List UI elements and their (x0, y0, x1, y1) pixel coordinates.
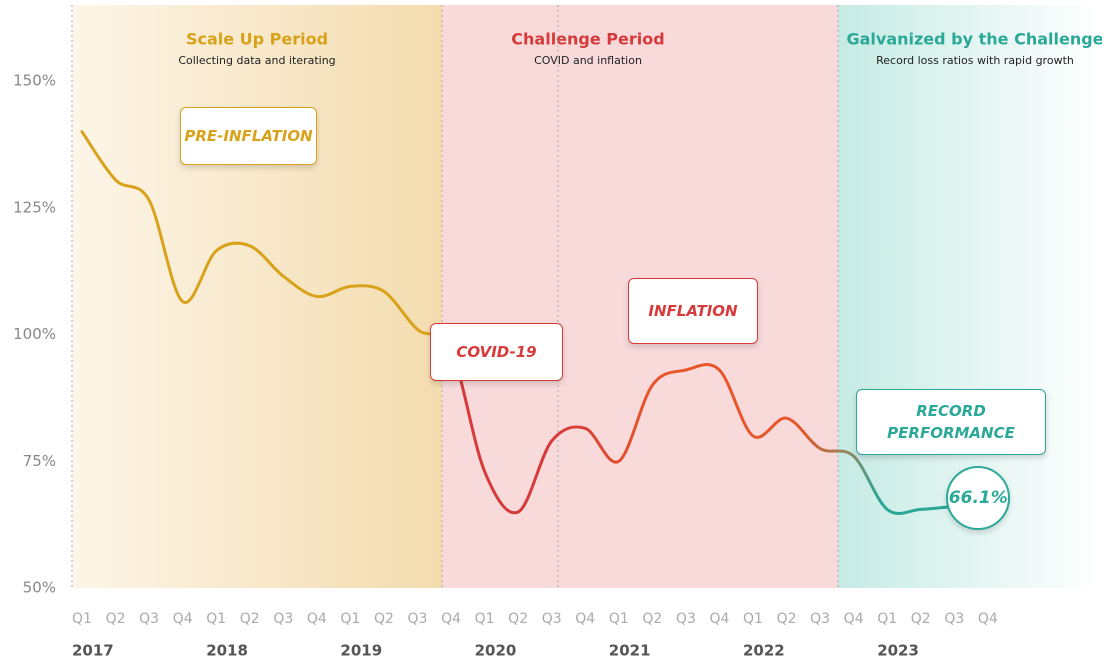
x-tick-label: Q3 (273, 611, 293, 627)
x-tick-label: Q2 (106, 611, 126, 627)
x-tick-label: Q1 (72, 611, 92, 627)
y-tick-label: 75% (23, 452, 56, 470)
x-tick-label: Q4 (575, 611, 595, 627)
x-tick-label: Q1 (743, 611, 763, 627)
value-label: 66.1% (946, 466, 1011, 531)
x-tick-label: Q1 (206, 611, 226, 627)
annotation-box: COVID-19 (430, 323, 563, 381)
y-tick-label: 150% (13, 72, 56, 90)
x-tick-label: Q2 (777, 611, 797, 627)
year-label: 2019 (340, 642, 382, 660)
x-tick-label: Q4 (709, 611, 729, 627)
x-tick-label: Q3 (542, 611, 562, 627)
data-line (80, 130, 956, 515)
x-tick-label: Q4 (173, 611, 193, 627)
period-subtitle: COVID and inflation (534, 54, 642, 67)
x-tick-label: Q4 (307, 611, 327, 627)
year-label: 2022 (743, 642, 785, 660)
x-tick-label: Q3 (408, 611, 428, 627)
x-tick-label: Q4 (978, 611, 998, 627)
x-tick-label: Q4 (441, 611, 461, 627)
y-tick-label: 50% (23, 579, 56, 597)
year-label: 2017 (72, 642, 114, 660)
annotation-box: PRE-INFLATION (180, 107, 317, 165)
x-tick-label: Q2 (642, 611, 662, 627)
x-tick-label: Q2 (374, 611, 394, 627)
y-tick-label: 100% (13, 325, 56, 343)
y-tick-label: 125% (13, 198, 56, 216)
annotation-box: INFLATION (628, 278, 758, 344)
year-label: 2020 (475, 642, 517, 660)
period-title: Galvanized by the Challenge (846, 30, 1102, 49)
x-tick-label: Q2 (508, 611, 528, 627)
period-subtitle: Collecting data and iterating (178, 54, 335, 67)
period-band (72, 5, 442, 588)
year-label: 2021 (609, 642, 651, 660)
x-tick-label: Q1 (475, 611, 495, 627)
x-tick-label: Q2 (911, 611, 931, 627)
x-tick-label: Q1 (877, 611, 897, 627)
annotation-box: RECORD PERFORMANCE (856, 389, 1046, 455)
period-title: Challenge Period (511, 30, 664, 49)
x-tick-label: Q1 (340, 611, 360, 627)
period-title: Scale Up Period (186, 30, 328, 49)
x-tick-label: Q3 (810, 611, 830, 627)
x-tick-label: Q3 (944, 611, 964, 627)
period-subtitle: Record loss ratios with rapid growth (876, 54, 1074, 67)
x-tick-label: Q3 (139, 611, 159, 627)
x-tick-label: Q1 (609, 611, 629, 627)
year-label: 2018 (206, 642, 248, 660)
year-label: 2023 (877, 642, 919, 660)
x-tick-label: Q3 (676, 611, 696, 627)
x-tick-label: Q4 (844, 611, 864, 627)
x-tick-label: Q2 (240, 611, 260, 627)
